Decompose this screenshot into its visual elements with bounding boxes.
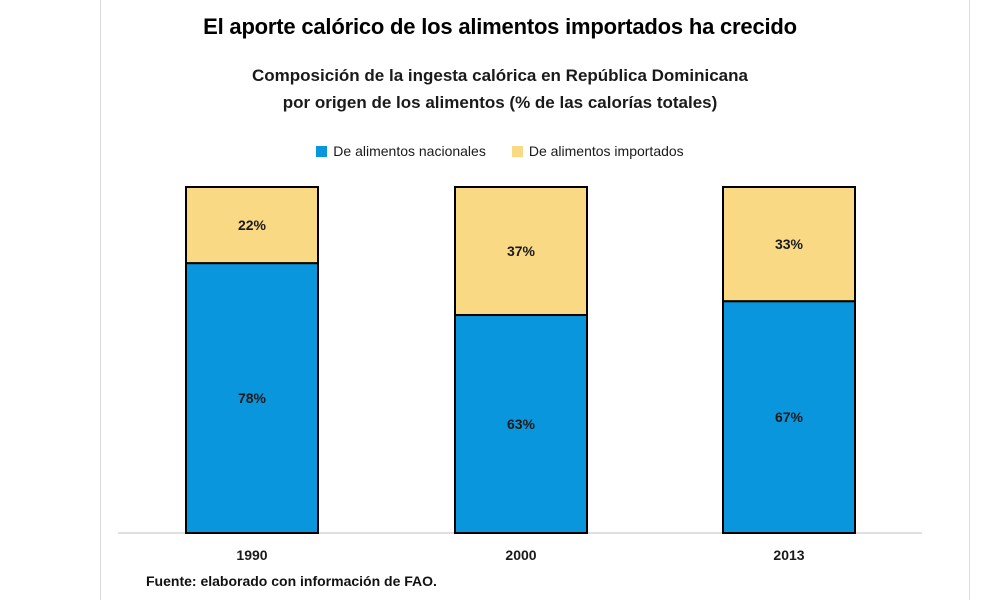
legend-item-nacionales: De alimentos nacionales	[316, 143, 486, 159]
data-label-nacionales-2013: 67%	[775, 409, 804, 425]
subtitle-line-1: Composición de la ingesta calórica en Re…	[252, 66, 748, 85]
bar-nacionales-2000	[454, 314, 588, 534]
bar-importados-2013	[722, 186, 856, 303]
legend-swatch-nacionales	[316, 145, 328, 157]
data-label-nacionales-2000: 63%	[507, 416, 536, 432]
subtitle-line-2: por origen de los alimentos (% de las ca…	[282, 93, 718, 112]
legend-label-nacionales: De alimentos nacionales	[333, 143, 486, 159]
chart-title: El aporte calórico de los alimentos impo…	[203, 14, 797, 39]
data-label-importados-2013: 33%	[775, 236, 804, 252]
legend-label-importados: De alimentos importados	[528, 143, 684, 159]
source-note: Fuente: elaborado con información de FAO…	[146, 573, 437, 589]
data-label-importados-1990: 22%	[238, 217, 267, 233]
x-tick-label-1990: 1990	[236, 547, 267, 563]
x-tick-label-2000: 2000	[505, 547, 536, 563]
bar-importados-1990	[185, 186, 319, 265]
data-label-nacionales-1990: 78%	[238, 390, 267, 406]
bar-nacionales-1990	[185, 262, 319, 534]
legend: De alimentos nacionales De alimentos imp…	[0, 143, 1000, 159]
data-label-importados-2000: 37%	[507, 243, 536, 259]
bar-importados-2000	[454, 186, 588, 317]
bar-nacionales-2013	[722, 300, 856, 534]
chart-subtitle: Composición de la ingesta calórica en Re…	[0, 62, 1000, 116]
x-tick-label-2013: 2013	[773, 547, 804, 563]
legend-swatch-importados	[511, 145, 523, 157]
legend-item-importados: De alimentos importados	[511, 143, 684, 159]
